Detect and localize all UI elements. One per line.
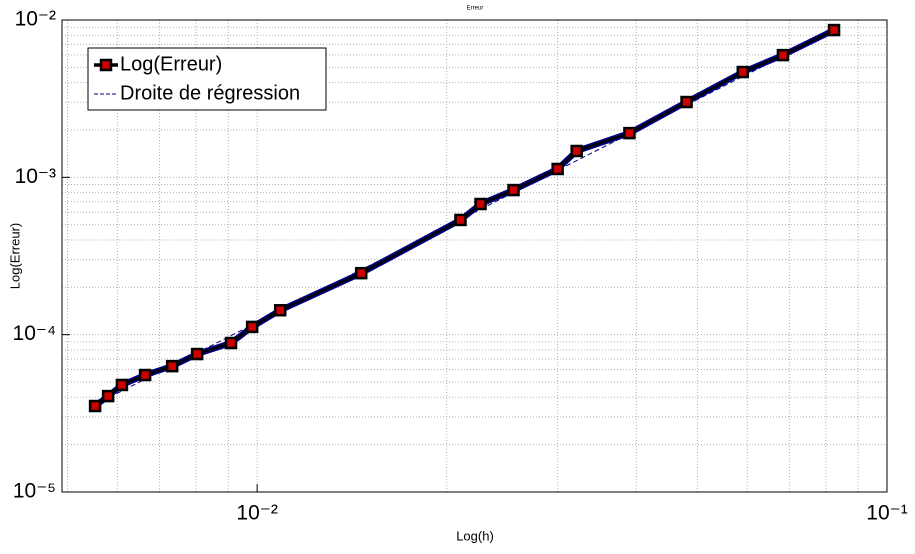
- y-axis-label: Log(Erreur): [7, 223, 22, 289]
- y-tick-label: 10⁻³: [15, 165, 56, 188]
- legend-label: Log(Erreur): [120, 53, 222, 75]
- regression-line: [94, 29, 835, 405]
- marker: [224, 336, 238, 350]
- marker: [507, 183, 520, 197]
- legend-box: [87, 47, 327, 111]
- legend-label: Droite de régression: [120, 82, 300, 104]
- marker: [776, 48, 790, 62]
- marker: [190, 347, 204, 361]
- marker: [115, 378, 129, 392]
- plot-frame: [61, 19, 888, 493]
- marker: [736, 65, 750, 79]
- legend-marker: [99, 58, 113, 72]
- x-axis-label: Log(h): [456, 528, 494, 543]
- marker: [474, 197, 487, 211]
- marker: [88, 399, 102, 413]
- marker: [551, 162, 564, 176]
- marker: [245, 320, 259, 334]
- marker: [354, 266, 368, 280]
- marker: [680, 95, 693, 109]
- marker: [570, 144, 583, 158]
- y-tick-label: 10⁻⁴: [13, 322, 56, 345]
- marker: [101, 389, 115, 403]
- marker: [165, 359, 179, 373]
- y-tick-label: 10⁻⁵: [13, 480, 56, 503]
- x-tick-label: 10⁻²: [236, 502, 277, 525]
- marker: [454, 213, 467, 227]
- x-tick-label: 10⁻¹: [866, 502, 907, 525]
- y-tick-label: 10⁻²: [15, 8, 56, 31]
- marker: [273, 303, 287, 317]
- marker: [138, 368, 152, 382]
- chart-title: Erreur: [467, 6, 484, 12]
- marker: [827, 23, 841, 37]
- marker: [623, 126, 636, 140]
